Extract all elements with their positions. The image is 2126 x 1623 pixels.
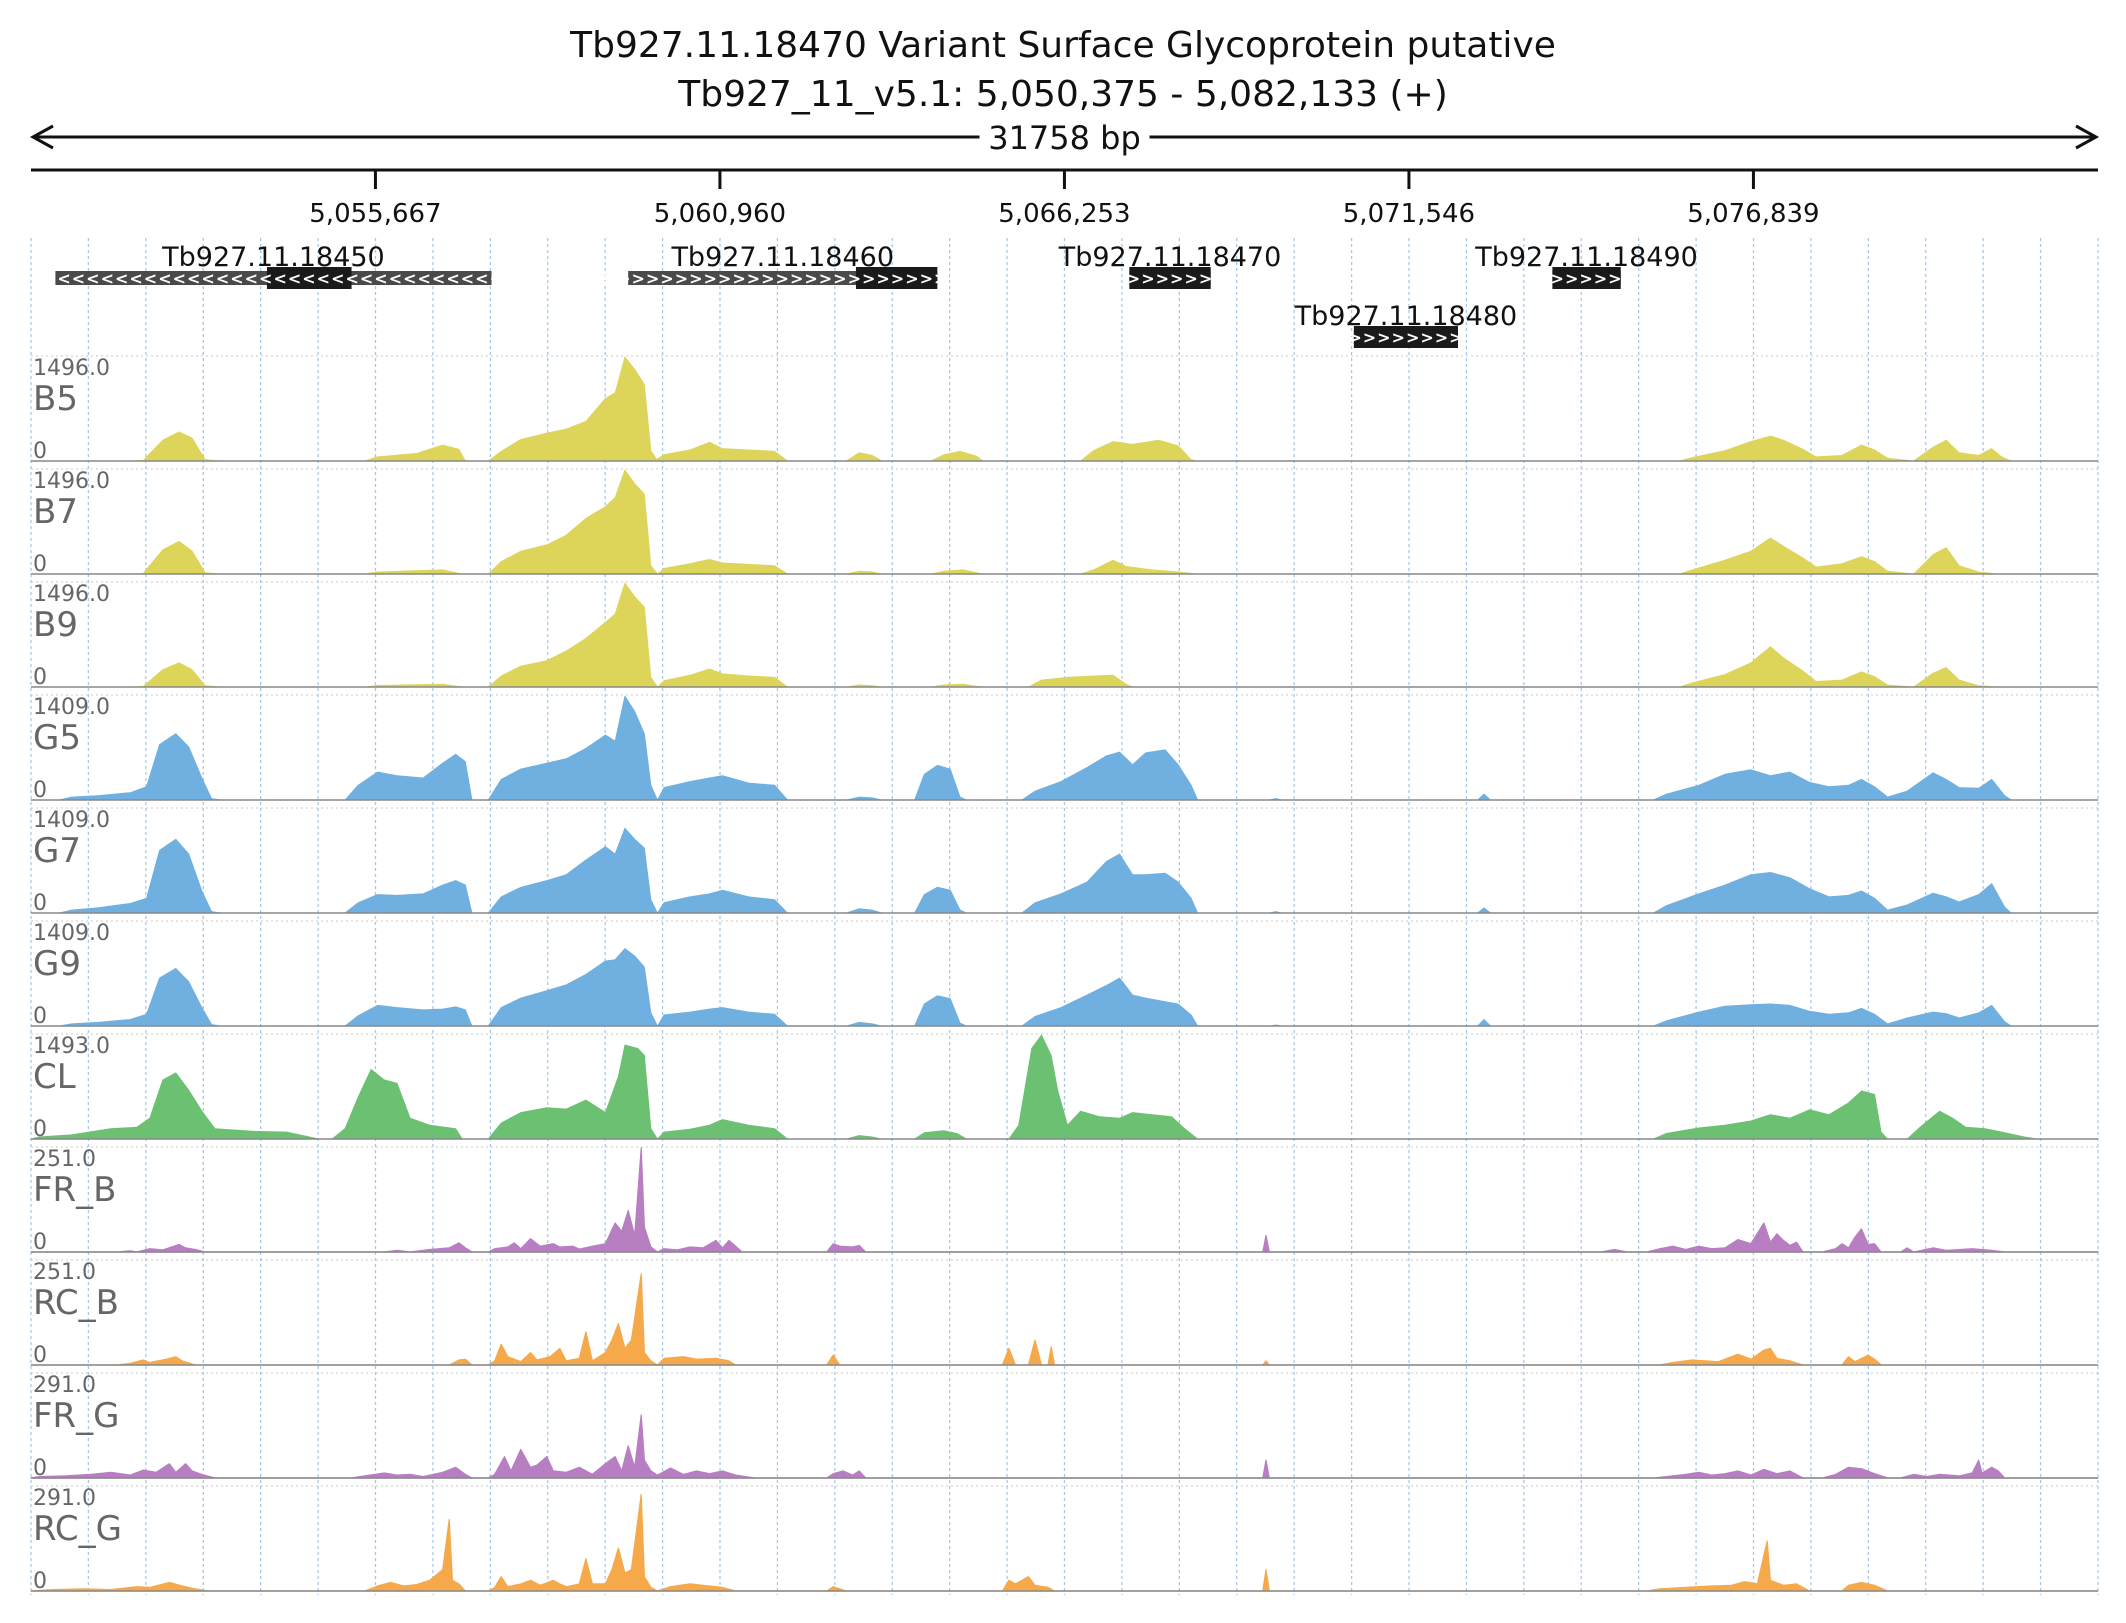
track-max-label: 291.0 <box>33 1373 96 1398</box>
track-max-label: 1496.0 <box>33 582 110 607</box>
track-max-label: 1496.0 <box>33 356 110 381</box>
track-name: G9 <box>33 944 81 984</box>
gene-feature: Tb927.11.18480>>>>>>>> <box>1294 301 1517 348</box>
track-max-label: 251.0 <box>33 1260 96 1285</box>
track-min-label: 0 <box>33 891 47 916</box>
track-name: G5 <box>33 718 81 758</box>
track-rc-b: 251.0RC_B 0 <box>30 1259 2099 1368</box>
strand-arrows-icon: >>>>>> <box>1127 269 1213 288</box>
track-min-label: 0 <box>33 1117 47 1142</box>
ruler-tick-label: 5,060,960 <box>654 199 786 229</box>
ruler-tick-label: 5,066,253 <box>998 199 1130 229</box>
track-min-label: 0 <box>33 1569 47 1594</box>
track-name: G7 <box>33 831 81 871</box>
track-g9: 1409.0G9 0 <box>30 920 2099 1029</box>
track-b7: 1496.0B7 0 <box>30 468 2099 577</box>
track-max-label: 251.0 <box>33 1147 96 1172</box>
strand-arrows-icon: >>>>>>>> <box>1348 328 1463 347</box>
gene-cds <box>1552 267 1621 289</box>
track-name: RC_B <box>33 1283 119 1323</box>
track-name: CL <box>33 1057 76 1097</box>
track-min-label: 0 <box>33 778 47 803</box>
track-max-label: 1496.0 <box>33 469 110 494</box>
track-min-label: 0 <box>33 552 47 577</box>
span-indicator: 31758 bp <box>29 119 2100 157</box>
track-b5: 1496.0B5 0 <box>30 355 2099 464</box>
locus-label: Tb927_11_v5.1: 5,050,375 - 5,082,133 (+) <box>677 74 1448 115</box>
grid-lines <box>30 238 2099 1595</box>
track-g7: 1409.0G7 0 <box>30 807 2099 916</box>
track-min-label: 0 <box>33 1230 47 1255</box>
gene-cds <box>855 267 938 289</box>
track-name: B5 <box>33 379 78 419</box>
coverage-area <box>30 948 2099 1027</box>
track-min-label: 0 <box>33 1343 47 1368</box>
gene-cds <box>266 267 352 289</box>
track-name: B7 <box>33 492 78 532</box>
gene-cds <box>1353 326 1459 348</box>
gene-feature: Tb927.11.18470>>>>>> <box>1058 242 1281 289</box>
track-g5: 1409.0G5 0 <box>30 694 2099 803</box>
coverage-area <box>30 695 2099 801</box>
track-rc-g: 291.0RC_G 0 <box>30 1485 2099 1594</box>
ruler-tick-label: 5,055,667 <box>309 199 441 229</box>
track-max-label: 1493.0 <box>33 1034 110 1059</box>
track-max-label: 1409.0 <box>33 695 110 720</box>
track-name: RC_G <box>33 1509 122 1549</box>
span-arrow-left-icon <box>29 124 54 150</box>
track-max-label: 291.0 <box>33 1486 96 1511</box>
coordinate-ruler: 5,055,667 5,060,960 5,066,253 5,071,546 5,07… <box>31 168 2098 229</box>
coverage-tracks: 1496.0B501496.0B701496.0B901409.0G501409… <box>30 355 2099 1594</box>
track-fr-g: 291.0FR_G 0 <box>30 1372 2099 1481</box>
gene-feature: Tb927.11.18490>>>>> <box>1474 242 1698 289</box>
gene-feature: Tb927.11.18450<<<<<<<<<<<<<<<<<<<<<<<<<<… <box>14 242 533 289</box>
span-label: 31758 bp <box>988 119 1141 157</box>
strand-arrows-icon: >>>>>>>>>>>>>>>>>>>>>>>>> <box>603 269 963 288</box>
track-max-label: 1409.0 <box>33 808 110 833</box>
track-min-label: 0 <box>33 439 47 464</box>
gene-feature: Tb927.11.18460>>>>>>>>>>>>>>>>>>>>>>>>> <box>603 242 963 289</box>
ruler-tick-label: 5,071,546 <box>1343 199 1475 229</box>
track-name: FR_G <box>33 1396 120 1436</box>
coverage-area <box>30 827 2099 914</box>
coverage-area <box>30 1414 2099 1479</box>
strand-arrows-icon: <<<<<<<<<<<<<<<<<<<<<<<<<<<<<<<<<<<< <box>14 269 533 288</box>
gene-track: Tb927.11.18450<<<<<<<<<<<<<<<<<<<<<<<<<<… <box>14 242 1698 348</box>
track-min-label: 0 <box>33 1004 47 1029</box>
track-name: FR_B <box>33 1170 117 1210</box>
ruler-tick-label: 5,076,839 <box>1687 199 1819 229</box>
track-min-label: 0 <box>33 1456 47 1481</box>
track-name: B9 <box>33 605 78 645</box>
span-arrow-right-icon <box>2075 124 2100 150</box>
track-fr-b: 251.0FR_B 0 <box>30 1146 2099 1255</box>
track-min-label: 0 <box>33 665 47 690</box>
chart-title: Tb927.11.18470 Variant Surface Glycoprot… <box>569 25 1556 66</box>
track-cl: 1493.0CL 0 <box>30 1033 2099 1142</box>
coverage-area <box>30 356 2099 462</box>
track-max-label: 1409.0 <box>33 921 110 946</box>
strand-arrows-icon: >>>>> <box>1551 269 1623 288</box>
gene-cds <box>1129 267 1211 289</box>
coverage-area <box>30 1493 2099 1592</box>
coverage-area <box>30 1034 2099 1140</box>
track-b9: 1496.0B9 0 <box>30 581 2099 690</box>
